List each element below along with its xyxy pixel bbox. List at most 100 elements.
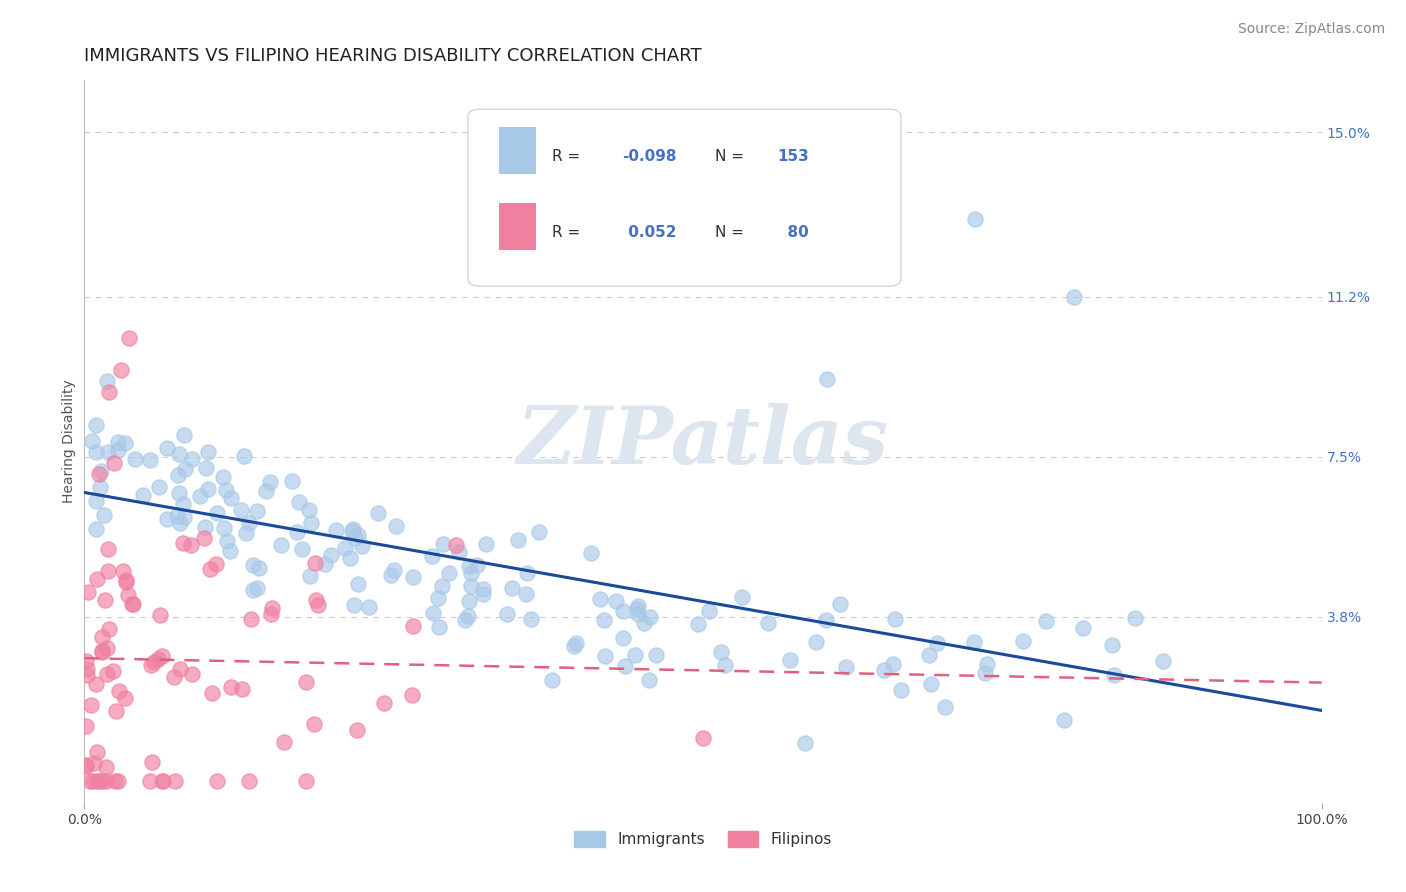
Point: [637, 673, 659, 687]
Point: [107, 434, 129, 449]
Point: [221, 491, 243, 506]
Point: [141, 756, 163, 770]
Point: [432, 536, 454, 550]
Point: [429, 620, 451, 634]
Point: [918, 648, 941, 663]
Point: [581, 546, 603, 560]
Point: [592, 613, 614, 627]
Point: [794, 736, 817, 750]
Point: [172, 497, 194, 511]
Point: [90, 645, 112, 659]
Point: [111, 564, 134, 578]
Point: [973, 666, 995, 681]
Point: [359, 599, 381, 614]
Point: [101, 664, 124, 678]
Point: [1123, 610, 1146, 624]
Point: [194, 520, 217, 534]
Point: [806, 635, 828, 649]
Point: [474, 537, 496, 551]
Point: [883, 612, 905, 626]
Point: [97, 565, 120, 579]
Point: [298, 503, 321, 517]
Point: [86, 572, 108, 586]
Point: [1152, 654, 1174, 668]
Point: [828, 597, 851, 611]
Point: [146, 652, 169, 666]
Point: [82, 774, 104, 789]
Point: [382, 563, 405, 577]
Point: [501, 581, 523, 595]
Point: [920, 676, 942, 690]
Point: [1063, 290, 1085, 304]
Point: [605, 593, 627, 607]
Point: [402, 619, 425, 633]
Point: [205, 507, 228, 521]
Point: [212, 470, 235, 484]
Point: [76, 662, 98, 676]
Point: [150, 774, 173, 789]
Point: [472, 586, 495, 600]
Point: [121, 597, 143, 611]
Point: [104, 774, 127, 789]
Point: [343, 598, 366, 612]
Point: [259, 475, 281, 489]
Point: [319, 548, 342, 562]
Point: [285, 524, 308, 539]
Text: IMMIGRANTS VS FILIPINO HEARING DISABILITY CORRELATION CHART: IMMIGRANTS VS FILIPINO HEARING DISABILIT…: [84, 47, 702, 65]
Point: [122, 597, 145, 611]
Point: [84, 677, 107, 691]
Point: [180, 667, 202, 681]
Point: [173, 427, 195, 442]
Point: [273, 735, 295, 749]
Point: [612, 603, 634, 617]
Point: [96, 666, 118, 681]
Point: [367, 506, 389, 520]
Point: [98, 384, 121, 399]
Point: [96, 641, 118, 656]
Point: [437, 566, 460, 580]
Point: [76, 667, 98, 681]
Point: [114, 691, 136, 706]
Point: [686, 617, 709, 632]
Point: [108, 684, 131, 698]
Point: [427, 591, 450, 605]
Point: [198, 562, 221, 576]
Point: [163, 670, 186, 684]
Text: 0.052: 0.052: [623, 225, 676, 240]
Point: [205, 774, 228, 789]
Point: [110, 363, 132, 377]
Point: [496, 607, 519, 621]
Point: [84, 418, 107, 433]
Point: [430, 579, 453, 593]
Point: [713, 657, 735, 672]
Point: [873, 663, 896, 677]
Point: [152, 774, 174, 789]
Point: [347, 577, 370, 591]
Point: [89, 480, 111, 494]
Text: ZIPatlas: ZIPatlas: [517, 403, 889, 480]
Point: [934, 699, 956, 714]
Point: [149, 608, 172, 623]
Point: [156, 512, 179, 526]
Point: [335, 541, 357, 556]
Point: [882, 657, 904, 671]
Point: [304, 556, 326, 570]
Point: [215, 533, 238, 548]
Point: [307, 598, 329, 612]
Point: [117, 588, 139, 602]
Point: [564, 636, 586, 650]
Point: [169, 663, 191, 677]
Point: [624, 648, 647, 662]
Point: [167, 467, 190, 482]
Point: [107, 442, 129, 457]
Point: [890, 682, 912, 697]
Point: [645, 648, 668, 663]
Point: [815, 372, 838, 386]
Point: [165, 774, 187, 789]
Point: [132, 488, 155, 502]
Point: [219, 544, 242, 558]
Point: [270, 538, 292, 552]
Point: [927, 636, 949, 650]
Point: [180, 452, 202, 467]
Text: -0.098: -0.098: [623, 149, 678, 163]
